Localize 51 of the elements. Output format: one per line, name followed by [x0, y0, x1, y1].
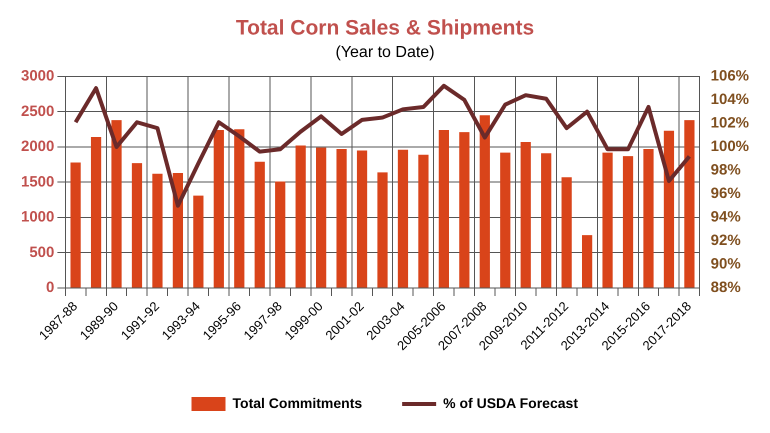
y2-tick-label: 102% — [710, 114, 750, 132]
bar — [132, 163, 142, 288]
y2-tick-label: 96% — [710, 185, 741, 202]
bar — [480, 115, 490, 288]
y-tick-label: 2000 — [20, 138, 54, 156]
y-tick-label: 1000 — [20, 208, 54, 226]
bar — [418, 154, 429, 288]
bar — [562, 177, 572, 288]
y2-tick-label: 92% — [710, 232, 741, 250]
bar — [193, 196, 204, 288]
y-tick-label: 500 — [29, 244, 54, 261]
bar — [622, 156, 634, 288]
bar — [520, 142, 531, 288]
bar — [214, 130, 224, 288]
bar — [500, 152, 510, 288]
bar — [296, 146, 306, 288]
y-tick-label: 0 — [46, 279, 54, 296]
bar — [541, 153, 552, 288]
bar — [275, 182, 286, 288]
legend-label: % of USDA Forecast — [443, 394, 578, 411]
bar — [459, 132, 470, 288]
bar — [254, 162, 265, 288]
bar — [70, 162, 81, 288]
bar — [398, 150, 408, 288]
bar — [377, 172, 388, 288]
y2-tick-label: 106% — [710, 68, 750, 85]
bar — [111, 120, 122, 288]
bar — [582, 235, 592, 288]
chart-title: Total Corn Sales & Shipments — [236, 16, 534, 40]
bar — [643, 149, 654, 288]
bar — [356, 150, 368, 288]
legend-label: Total Commitments — [232, 394, 362, 411]
y2-tick-label: 104% — [710, 91, 750, 108]
bar — [684, 120, 695, 288]
y-tick-label: 1500 — [20, 173, 54, 190]
chart-subtitle: (Year to Date) — [335, 44, 435, 62]
bar — [316, 148, 326, 288]
y-tick-label: 2500 — [20, 102, 54, 120]
y2-tick-label: 98% — [710, 162, 741, 179]
bar — [336, 149, 347, 288]
bar — [664, 130, 674, 288]
y-tick-label: 3000 — [20, 68, 54, 85]
y2-tick-label: 88% — [710, 279, 741, 296]
bar — [438, 130, 449, 288]
bar — [234, 129, 244, 288]
bar — [602, 152, 613, 288]
y2-tick-label: 90% — [710, 256, 741, 273]
y2-tick-label: 94% — [710, 208, 741, 226]
bar — [152, 174, 163, 288]
bar — [90, 137, 102, 288]
y2-tick-label: 100% — [710, 138, 750, 156]
